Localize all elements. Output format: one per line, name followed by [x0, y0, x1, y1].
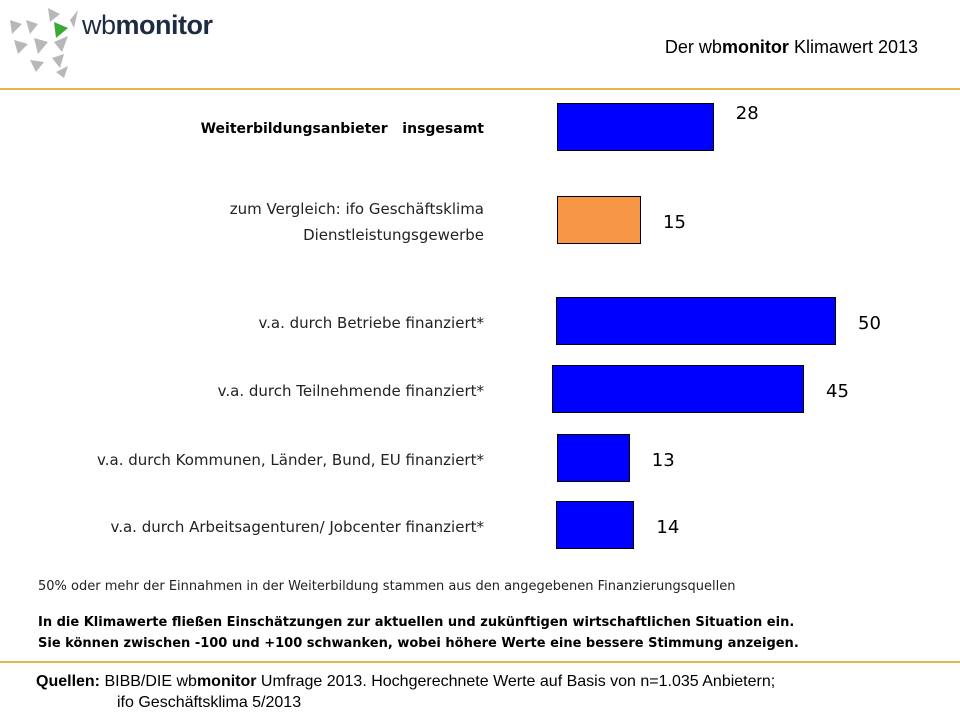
value-label: 50 [858, 313, 881, 334]
sources-pre: BIBB/DIE wb [100, 673, 197, 690]
explanation-line-1: In die Klimawerte fließen Einschätzungen… [38, 615, 795, 630]
bar [556, 501, 635, 549]
logo-icon [10, 8, 78, 78]
page-title: Der wbmonitor Klimawert 2013 [665, 37, 918, 58]
logo-bold: monitor [115, 10, 214, 40]
sources-bold: monitor [196, 673, 257, 690]
footnote: 50% oder mehr der Einnahmen in der Weite… [38, 579, 736, 594]
explanation-line-2: Sie können zwischen -100 und +100 schwan… [38, 636, 799, 651]
divider-bottom [0, 661, 960, 663]
value-label: 28 [735, 103, 759, 124]
explanation: In die Klimawerte fließen Einschätzungen… [38, 612, 799, 654]
bar [557, 434, 630, 482]
sources-post: Umfrage 2013. Hochgerechnete Werte auf B… [256, 673, 776, 690]
title-bold: monitor [721, 37, 789, 57]
value-label: 45 [826, 381, 849, 402]
logo-light: wb [82, 10, 116, 40]
category-label: v.a. durch Arbeitsagenturen/ Jobcenter f… [110, 518, 485, 536]
bar [556, 297, 836, 345]
sources-line-2: ifo Geschäftsklima 5/2013 [117, 694, 302, 711]
sources: Quellen: BIBB/DIE wbmonitor Umfrage 2013… [36, 671, 775, 713]
value-label: 15 [663, 212, 686, 233]
sources-label: Quellen: [36, 673, 101, 690]
title-post: Klimawert 2013 [788, 37, 918, 57]
category-label: Weiterbildungsanbieter insgesamt [200, 121, 484, 137]
bar [552, 365, 804, 413]
divider-top [0, 88, 960, 90]
value-label: 14 [656, 517, 680, 538]
category-label: v.a. durch Teilnehmende finanziert* [217, 382, 484, 400]
category-label: v.a. durch Betriebe finanziert* [258, 314, 484, 332]
value-label: 13 [651, 450, 675, 471]
category-label: zum Vergleich: ifo Geschäftsklima Dienst… [229, 200, 484, 244]
bar [557, 196, 641, 244]
logo-wordmark: wbmonitor [82, 10, 213, 41]
title-pre: Der wb [664, 37, 722, 57]
category-label: v.a. durch Kommunen, Länder, Bund, EU fi… [97, 451, 484, 469]
bar [557, 103, 714, 151]
